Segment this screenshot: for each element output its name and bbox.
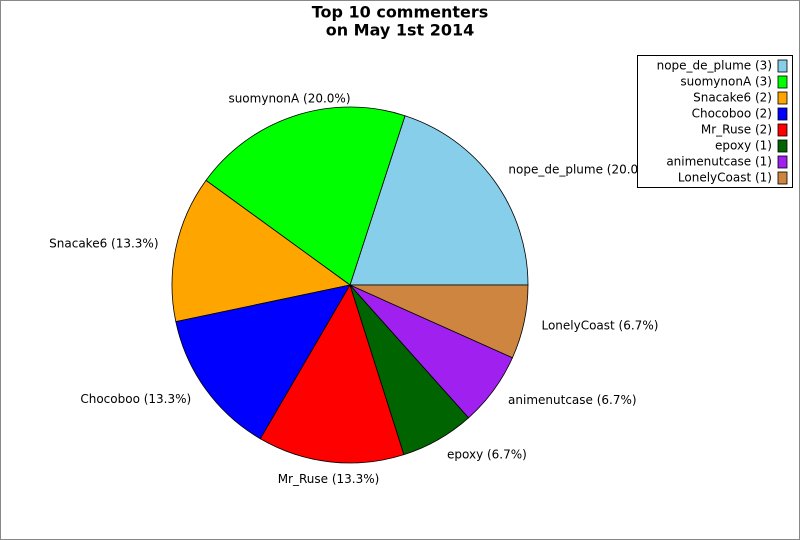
legend-swatch [777,139,788,153]
legend-swatch [777,59,788,73]
legend-label: nope_de_plume (3) [657,59,772,73]
slice-label: animenutcase (6.7%) [508,393,637,407]
slice-label: nope_de_plume (20.0%) [508,162,654,176]
slice-label: Chocoboo (13.3%) [80,392,191,406]
legend-swatch [777,123,788,137]
legend-label: Mr_Ruse (2) [701,123,772,137]
pie-slice [205,106,406,286]
legend-swatch [777,91,788,105]
slice-label: epoxy (6.7%) [447,448,527,462]
slice-label: suomynonA (20.0%) [228,91,350,105]
legend-swatch [777,75,788,89]
slice-label: Mr_Ruse (13.3%) [278,472,380,486]
legend-box [637,55,793,188]
legend-swatch [777,107,788,121]
legend-label: epoxy (1) [715,139,772,153]
pie-slice [171,179,351,323]
legend-swatch [777,155,788,169]
slice-label: LonelyCoast (6.7%) [541,318,658,332]
pie-slice [175,284,351,440]
pie-slice [259,284,405,464]
pie-slice [349,284,529,359]
legend-label: Snacake6 (2) [693,91,772,105]
legend-label: LonelyCoast (1) [678,171,772,185]
legend-label: suomynonA (3) [680,75,772,89]
slice-label: Snacake6 (13.3%) [49,237,158,251]
legend-label: animenutcase (1) [666,155,772,169]
legend-label: Chocoboo (2) [692,107,772,121]
chart-title: Top 10 commenters [312,3,489,22]
chart-subtitle: on May 1st 2014 [326,21,475,40]
legend-swatch [777,171,788,185]
pie-slice [349,115,529,286]
